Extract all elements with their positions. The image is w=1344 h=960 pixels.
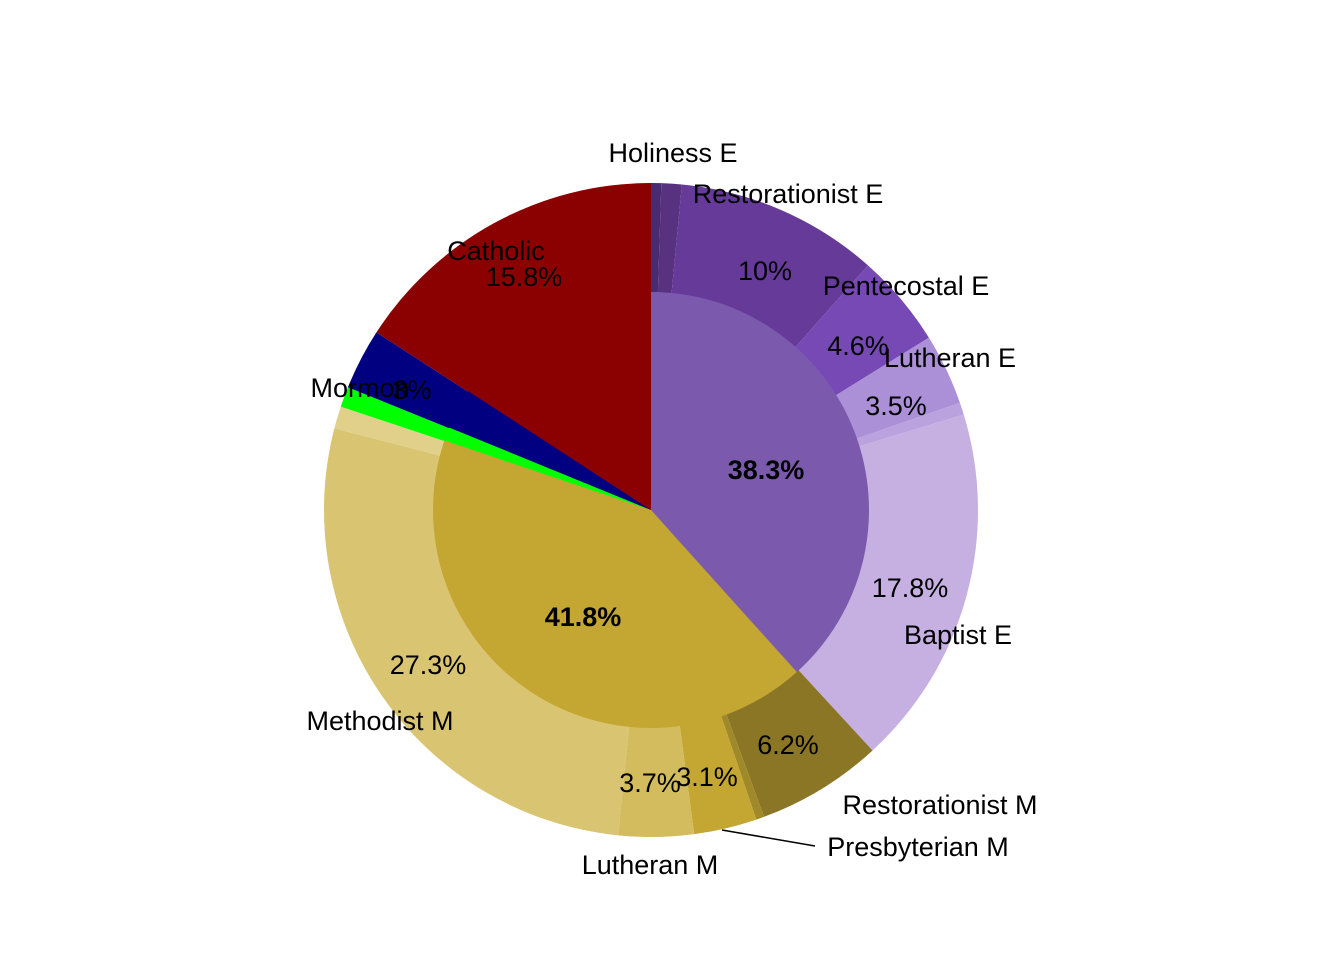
inner-wedge-unlabeled-3 <box>449 391 651 510</box>
inner-wedge-unlabeled-4 <box>468 292 651 510</box>
inner-wedge-unlabeled-0 <box>651 292 869 673</box>
category-label-methodist-m: Methodist M <box>306 706 453 736</box>
value-label-3-5: 3.5% <box>865 391 927 421</box>
inner-label-38-3: 38.3% <box>728 455 805 485</box>
chart-labels: Holiness E Restorationist E 10% Pentecos… <box>306 138 1037 880</box>
value-label-4-6: 4.6% <box>827 331 889 361</box>
value-label-3: 3% <box>392 375 431 405</box>
value-label-15-8: 15.8% <box>486 262 563 292</box>
category-label-mormon: Mormon <box>310 373 409 403</box>
category-label-lutheran-m: Lutheran M <box>582 850 719 880</box>
value-label-6-2: 6.2% <box>757 730 819 760</box>
category-label-presbyterian-m: Presbyterian M <box>827 832 1009 862</box>
inner-wedge-unlabeled-1 <box>432 440 797 728</box>
category-label-restorationist-m: Restorationist M <box>842 790 1037 820</box>
category-label-baptist-e: Baptist E <box>904 620 1012 650</box>
inner-ring <box>432 292 869 728</box>
value-label-3-1: 3.1% <box>676 762 738 792</box>
category-label-restorationist-e: Restorationist E <box>693 179 884 209</box>
category-label-holiness-e: Holiness E <box>608 138 737 168</box>
presbyterian-leader-line <box>721 829 816 847</box>
category-label-catholic: Catholic <box>447 236 545 266</box>
inner-label-41-8: 41.8% <box>545 602 622 632</box>
category-label-pentecostal-e: Pentecostal E <box>823 271 990 301</box>
value-label-3-7: 3.7% <box>619 768 681 798</box>
category-label-lutheran-e: Lutheran E <box>884 343 1016 373</box>
value-label-17-8: 17.8% <box>872 573 949 603</box>
value-label-27-3: 27.3% <box>390 650 467 680</box>
inner-wedge-unlabeled-2 <box>444 427 651 510</box>
value-label-10: 10% <box>738 256 792 286</box>
